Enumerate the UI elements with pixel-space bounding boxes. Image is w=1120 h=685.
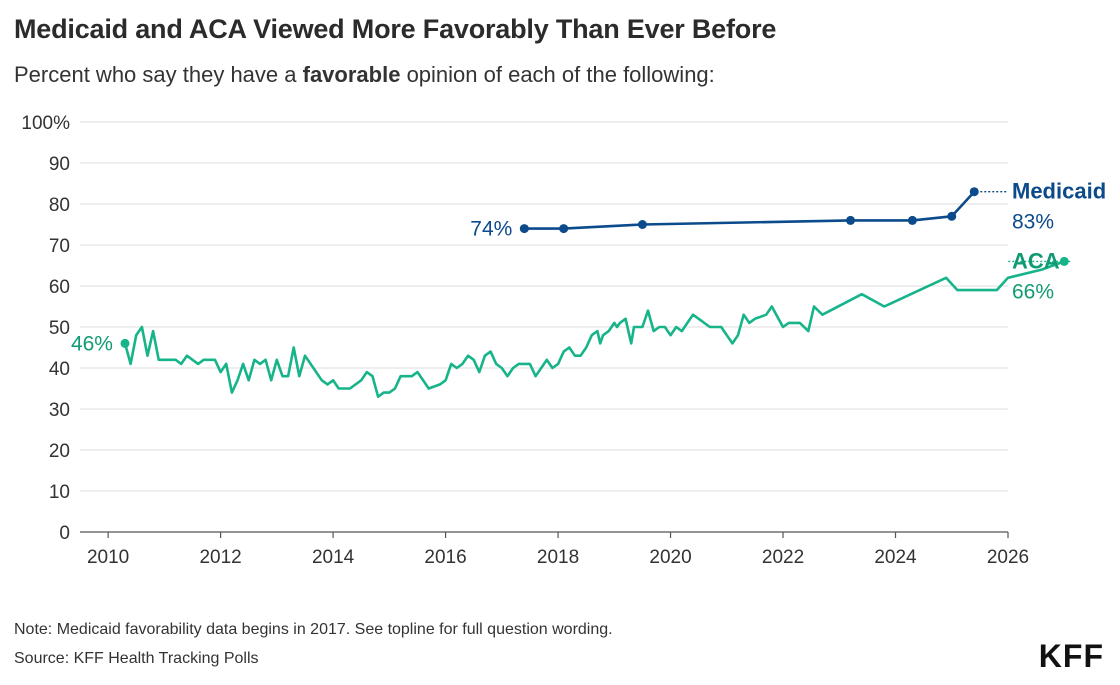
y-tick-label: 90 [49,154,70,175]
kff-logo: KFF [1038,638,1104,674]
medicaid-point [846,215,856,225]
chart-title: Medicaid and ACA Viewed More Favorably T… [14,14,777,44]
medicaid-end-label: 83% [1012,211,1054,234]
aca-line [123,260,1065,398]
y-tick-label: 60 [49,277,70,298]
subtitle-post: opinion of each of the following: [400,62,715,87]
aca-start-label: 46% [71,332,113,355]
x-tick-label: 2022 [762,547,804,568]
medicaid-start-label: 74% [470,218,512,241]
y-tick-label: 20 [49,441,70,462]
aca-series-label: ACA [1012,248,1060,273]
y-tick-label: 80 [49,195,70,216]
aca-end-label: 66% [1012,280,1054,303]
medicaid-series-label: Medicaid [1012,179,1106,204]
chart-subtitle: Percent who say they have a favorable op… [14,62,715,88]
subtitle-bold: favorable [302,62,401,87]
y-tick-label: 10 [49,482,70,503]
y-tick-label: 30 [49,400,70,421]
x-tick-label: 2026 [987,547,1029,568]
subtitle-pre: Percent who say they have a [14,62,303,87]
chart-source: Source: KFF Health Tracking Polls [14,650,259,667]
y-tick-label: 70 [49,236,70,257]
y-tick-label: 0 [59,523,70,544]
x-tick-label: 2016 [424,547,466,568]
medicaid-point [907,215,917,225]
medicaid-point [637,220,647,229]
y-tick-label: 100% [21,113,70,134]
x-tick-label: 2010 [87,547,129,568]
aca-point [120,338,130,348]
medicaid-point [559,224,569,234]
medicaid-point [947,211,957,221]
chart-note: Note: Medicaid favorability data begins … [14,621,613,638]
medicaid-point [519,224,529,234]
x-tick-label: 2014 [312,547,355,568]
medicaid-line [524,190,976,230]
x-tick-label: 2018 [537,547,579,568]
x-tick-label: 2020 [649,547,691,568]
x-tick-label: 2012 [199,547,241,568]
medicaid-point [969,187,979,197]
x-tick-label: 2024 [874,547,917,568]
y-tick-label: 50 [49,318,70,339]
y-tick-label: 40 [49,359,70,380]
